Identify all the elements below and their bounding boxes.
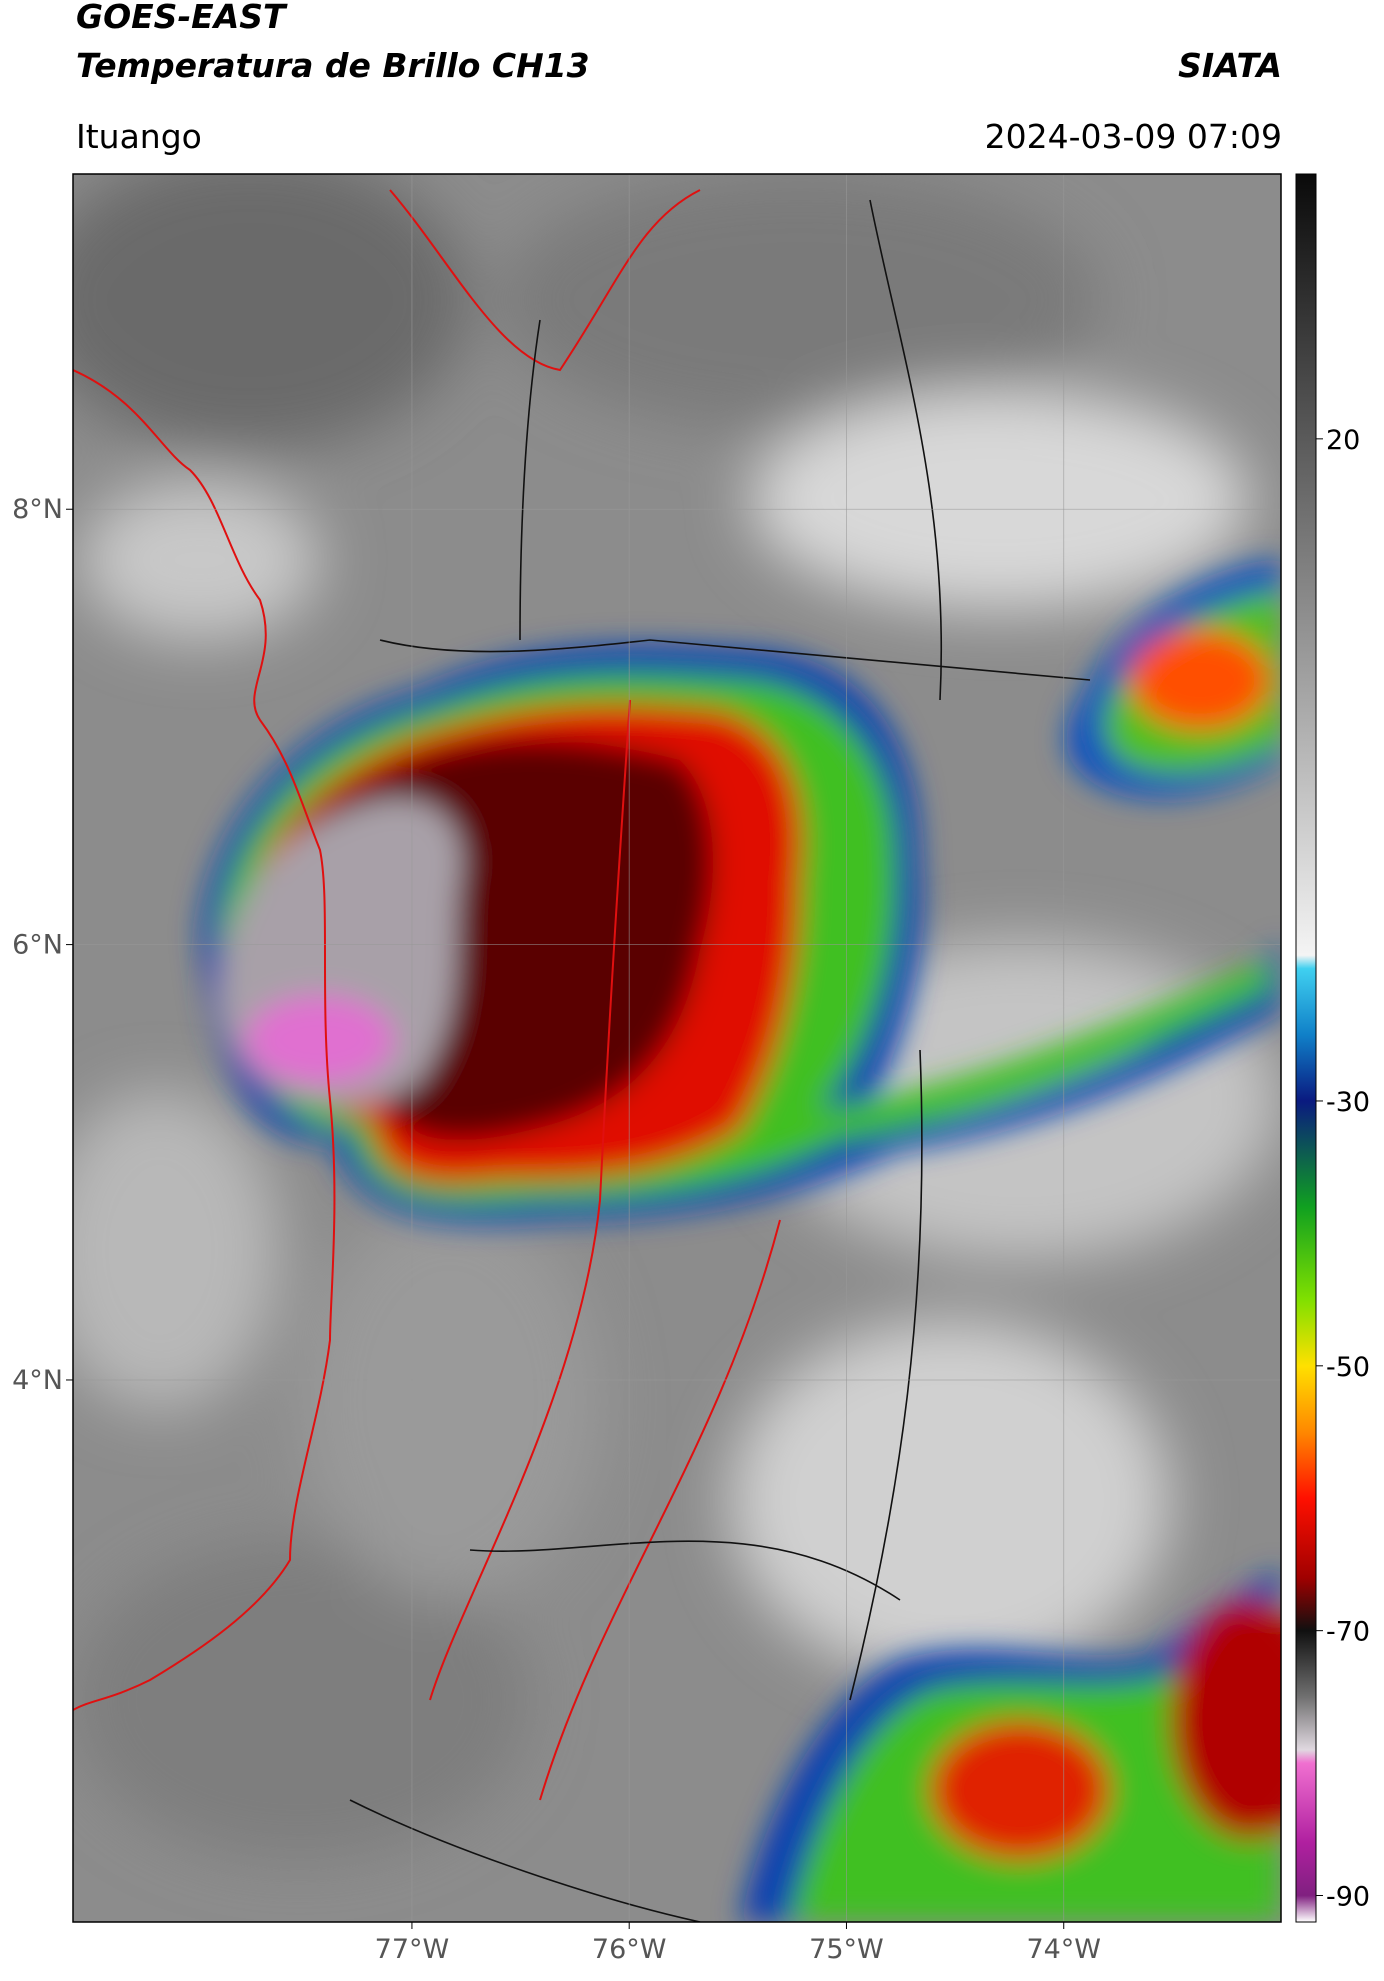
colorbar-tick-label: -30 bbox=[1326, 1087, 1370, 1118]
x-tick-label: 75°W bbox=[809, 1934, 884, 1965]
x-tick-label: 74°W bbox=[1026, 1934, 1101, 1965]
y-tick-label: 6°N bbox=[12, 930, 63, 961]
satellite-image bbox=[73, 174, 1281, 1922]
colorbar bbox=[1295, 173, 1317, 1923]
x-tick-label: 77°W bbox=[375, 1934, 450, 1965]
source: SIATA bbox=[1178, 46, 1282, 85]
colorbar-tick-label: -90 bbox=[1326, 1882, 1370, 1913]
y-tick-label: 8°N bbox=[12, 494, 63, 525]
subtitle: Temperatura de Brillo CH13 bbox=[76, 46, 590, 85]
map-frame bbox=[72, 173, 1282, 1923]
colorbar-tick-label: -70 bbox=[1326, 1617, 1370, 1648]
colorbar-tick-label: 20 bbox=[1326, 425, 1360, 456]
y-tick-label: 4°N bbox=[12, 1365, 63, 1396]
x-tick-label: 76°W bbox=[592, 1934, 667, 1965]
colorbar-tick-label: -50 bbox=[1326, 1352, 1370, 1383]
title: GOES-EAST bbox=[76, 0, 288, 36]
region: Ituango bbox=[76, 117, 202, 156]
datetime: 2024-03-09 07:09 bbox=[985, 117, 1282, 156]
